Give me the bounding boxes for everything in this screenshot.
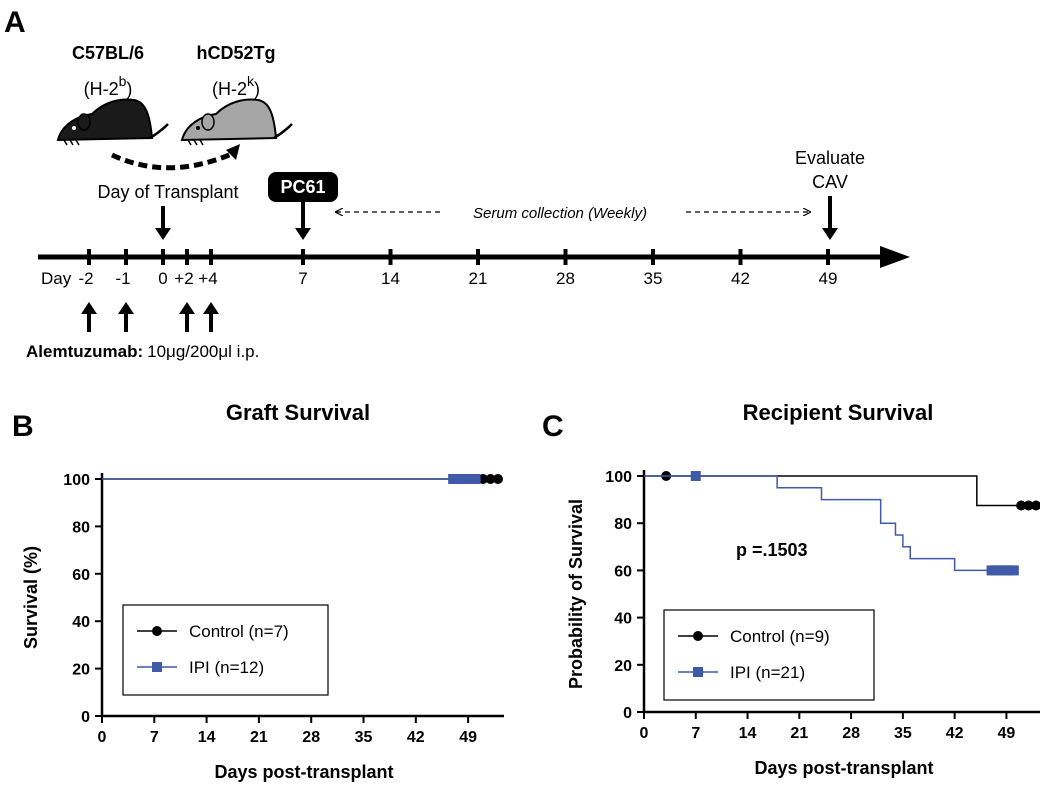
x-tick-label: 28 <box>302 729 320 746</box>
alemtuzumab-arrowhead-icon <box>118 302 134 314</box>
x-axis-title: Days post-transplant <box>214 762 393 782</box>
evaluate-arrowhead-icon <box>822 228 838 240</box>
timeline-day-label: -1 <box>115 269 130 288</box>
serum-collection-label: Serum collection (Weekly) <box>473 205 647 222</box>
transplant-arrow <box>110 149 238 171</box>
recipient-strain-label: hCD52Tg <box>196 43 275 63</box>
survival-curve <box>644 475 1014 572</box>
censor-mark <box>493 474 503 484</box>
x-tick-label: 49 <box>998 725 1016 742</box>
x-tick-label: 14 <box>198 729 216 746</box>
timeline-day-label: 14 <box>381 269 400 288</box>
recipient-survival-title: Recipient Survival <box>743 400 934 425</box>
x-tick-label: 42 <box>946 725 964 742</box>
y-axis-title: Probability of Survival <box>566 499 586 689</box>
recipient-mouse-icon <box>180 98 293 146</box>
x-tick-label: 35 <box>894 725 912 742</box>
y-tick-label: 20 <box>614 658 632 675</box>
y-tick-label: 0 <box>81 709 90 726</box>
transplant-day-arrowhead-icon <box>155 228 171 240</box>
x-tick-label: 28 <box>842 725 860 742</box>
panel-b: B Graft Survival 0 20 40 60 80 100 0 7 14 21 28 35 4… <box>12 400 504 782</box>
timeline-day-label: 28 <box>556 269 575 288</box>
panel-a: A C57BL/6 (H-2b) hCD52Tg (H-2k) Day of T… <box>4 6 910 361</box>
transplant-arrowhead-icon <box>226 144 240 160</box>
day-prefix-label: Day <box>41 269 72 288</box>
pc61-label: PC61 <box>280 177 325 197</box>
legend-marker <box>152 626 162 636</box>
censor-mark <box>1031 500 1040 511</box>
panel-a-letter: A <box>4 6 26 39</box>
day-of-transplant-label: Day of Transplant <box>97 182 238 202</box>
censor-mark <box>690 471 701 481</box>
x-tick-label: 21 <box>250 729 268 746</box>
y-tick-label: 40 <box>614 611 632 628</box>
pc61-arrowhead-icon <box>295 228 311 240</box>
y-tick-label: 60 <box>614 563 632 580</box>
timeline-day-label: 21 <box>469 269 488 288</box>
censor-mark <box>485 474 496 484</box>
x-tick-label: 0 <box>98 729 107 746</box>
timeline-day-label: 0 <box>158 269 167 288</box>
timeline-day-label: 49 <box>819 269 838 288</box>
censor-mark <box>1008 565 1019 576</box>
y-tick-label: 20 <box>72 662 90 679</box>
p-value-annotation: p =.1503 <box>736 540 808 560</box>
legend-marker <box>152 662 162 672</box>
graft-survival-title: Graft Survival <box>226 400 370 425</box>
x-tick-label: 42 <box>407 729 425 746</box>
y-tick-label: 80 <box>72 519 90 536</box>
legend-marker <box>693 667 703 677</box>
y-tick-label: 80 <box>614 516 632 533</box>
cav-label: CAV <box>812 172 848 192</box>
legend-label: IPI (n=21) <box>730 663 805 682</box>
x-tick-label: 7 <box>691 725 700 742</box>
timeline-day-label: +2 <box>174 269 193 288</box>
legend-box <box>663 609 875 701</box>
donor-haplotype-label: (H-2b) <box>84 73 133 99</box>
x-tick-label: 0 <box>640 725 649 742</box>
y-tick-label: 60 <box>72 567 90 584</box>
panel-b-letter: B <box>12 410 34 443</box>
y-tick-label: 100 <box>605 469 632 486</box>
x-tick-label: 14 <box>739 725 757 742</box>
x-tick-label: 7 <box>150 729 159 746</box>
alemtuzumab-arrowhead-icon <box>203 302 219 314</box>
timeline-day-label: 35 <box>644 269 663 288</box>
alemtuzumab-label: Alemtuzumab: 10μg/200μl i.p. <box>26 342 259 361</box>
survival-curve <box>644 475 1036 507</box>
alemtuzumab-arrows <box>81 302 219 332</box>
censor-mark <box>1016 500 1027 511</box>
legend-label: Control (n=9) <box>730 627 830 646</box>
y-tick-label: 40 <box>72 614 90 631</box>
timeline-day-label: 42 <box>731 269 750 288</box>
evaluate-label: Evaluate <box>795 148 865 168</box>
legend-label: IPI (n=12) <box>189 658 264 677</box>
legend-marker <box>693 631 703 641</box>
pc61-badge <box>268 172 338 202</box>
x-tick-label: 21 <box>790 725 808 742</box>
alemtuzumab-arrowhead-icon <box>81 302 97 314</box>
y-tick-label: 100 <box>63 472 90 489</box>
timeline-day-label: 7 <box>298 269 307 288</box>
legend-label: Control (n=7) <box>189 622 289 641</box>
x-axis-title: Days post-transplant <box>754 758 933 778</box>
donor-mouse-icon <box>56 98 169 146</box>
x-tick-label: 35 <box>355 729 373 746</box>
y-tick-label: 0 <box>623 705 632 722</box>
censor-mark <box>470 474 481 484</box>
timeline-arrowhead-icon <box>880 246 910 268</box>
censor-mark <box>1023 500 1034 511</box>
panel-c-letter: C <box>542 410 564 443</box>
legend-box <box>122 604 329 696</box>
timeline-day-label: -2 <box>78 269 93 288</box>
timeline-ticks: -2 -1 0 +2 +4 7 14 21 28 35 42 49 <box>78 249 837 288</box>
recipient-haplotype-label: (H-2k) <box>212 73 260 99</box>
x-tick-label: 49 <box>459 729 477 746</box>
y-axis-title: Survival (%) <box>21 546 41 649</box>
timeline-day-label: +4 <box>198 269 217 288</box>
alemtuzumab-arrowhead-icon <box>179 302 195 314</box>
panel-c: C Recipient Survival 0 20 40 60 80 100 0 7 14 21 2… <box>542 400 1040 778</box>
donor-strain-label: C57BL/6 <box>72 43 144 63</box>
